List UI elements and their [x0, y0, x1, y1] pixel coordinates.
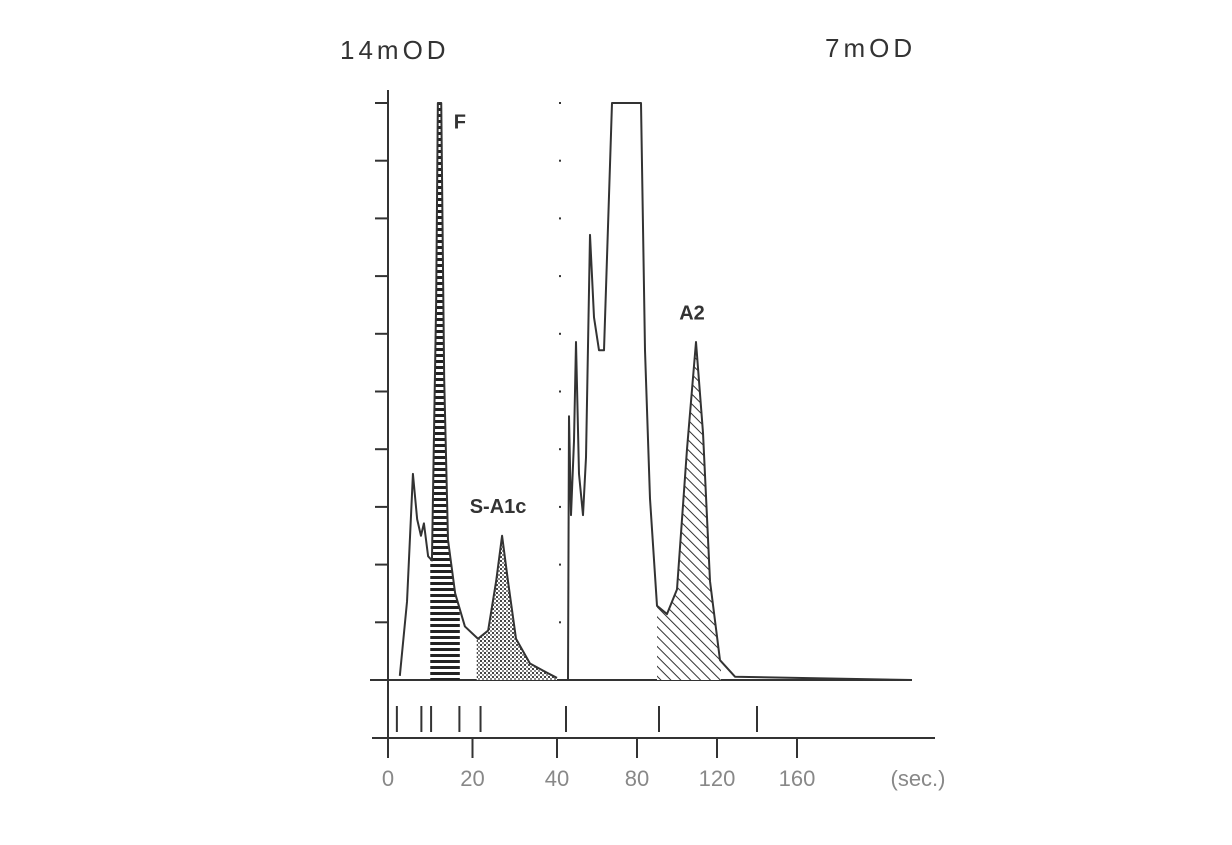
y-tick-dot: [559, 679, 561, 681]
y-tick-dot: [559, 505, 561, 508]
y-tick-dot: [559, 390, 561, 393]
trace: [398, 102, 558, 679]
peak-label: F: [454, 111, 466, 133]
y-tick-dot: [559, 621, 561, 624]
x-tick-label: 80: [625, 766, 649, 791]
x-tick-label: 160: [779, 766, 816, 791]
peak-area: [430, 103, 460, 680]
y-tick-dot: [559, 159, 561, 162]
y-tick-dot: [559, 217, 561, 220]
x-tick-label: 120: [699, 766, 736, 791]
trace: [567, 102, 913, 681]
x-tick-label: 40: [545, 766, 569, 791]
peak-label: A2: [679, 302, 705, 324]
y2-axis-label: 7mOD: [825, 33, 916, 63]
peak-label: S-A1c: [470, 496, 527, 518]
peak-area: [657, 342, 721, 680]
x-tick-label: 0: [382, 766, 394, 791]
y-tick-dot: [559, 563, 561, 566]
y-tick-dot: [559, 102, 561, 104]
y-tick-dot: [559, 448, 561, 451]
peak-area: [476, 535, 557, 680]
x-axis-label: (sec.): [891, 766, 946, 791]
y-axis-label: 14mOD: [340, 35, 450, 65]
y-tick-dot: [559, 275, 561, 278]
x-tick-label: 20: [460, 766, 484, 791]
y-tick-dot: [559, 332, 561, 335]
